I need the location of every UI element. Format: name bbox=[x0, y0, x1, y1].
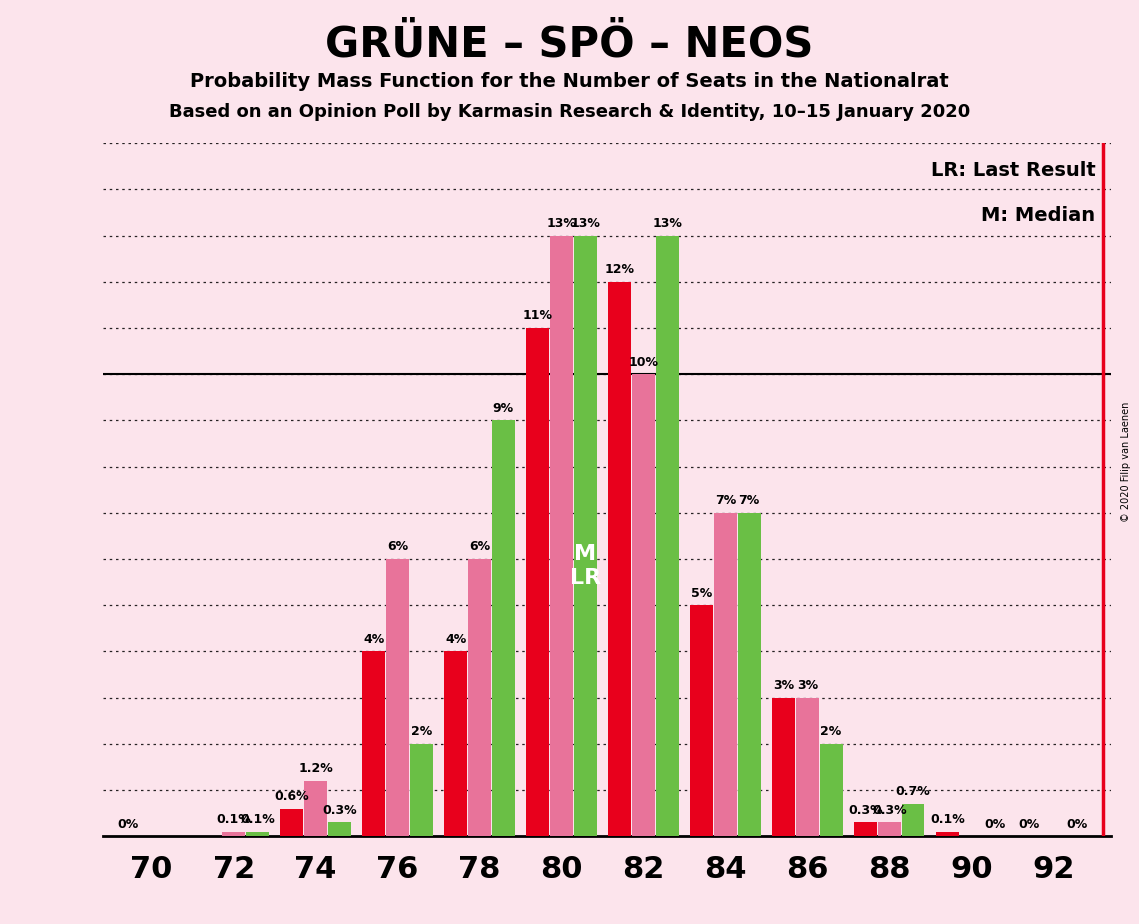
Bar bbox=[526, 328, 549, 836]
Text: 4%: 4% bbox=[363, 633, 384, 646]
Bar bbox=[328, 822, 351, 836]
Text: 0.6%: 0.6% bbox=[274, 790, 309, 803]
Text: 6%: 6% bbox=[469, 541, 490, 553]
Text: 0.1%: 0.1% bbox=[216, 813, 251, 826]
Bar bbox=[714, 513, 737, 836]
Bar bbox=[690, 605, 713, 836]
Text: LR: Last Result: LR: Last Result bbox=[931, 161, 1096, 179]
Bar bbox=[738, 513, 761, 836]
Text: 13%: 13% bbox=[547, 217, 576, 230]
Text: 0%: 0% bbox=[984, 818, 1006, 831]
Bar bbox=[878, 822, 901, 836]
Bar bbox=[632, 374, 655, 836]
Text: 0%: 0% bbox=[117, 818, 139, 831]
Bar bbox=[492, 420, 515, 836]
Bar bbox=[902, 804, 925, 836]
Text: 2%: 2% bbox=[411, 725, 432, 738]
Text: Probability Mass Function for the Number of Seats in the Nationalrat: Probability Mass Function for the Number… bbox=[190, 72, 949, 91]
Text: M: Median: M: Median bbox=[982, 206, 1096, 225]
Text: 12%: 12% bbox=[605, 263, 634, 276]
Text: 7%: 7% bbox=[715, 494, 736, 507]
Text: 13%: 13% bbox=[653, 217, 682, 230]
Text: 3%: 3% bbox=[797, 679, 818, 692]
Text: © 2020 Filip van Laenen: © 2020 Filip van Laenen bbox=[1121, 402, 1131, 522]
Text: 7%: 7% bbox=[738, 494, 760, 507]
Text: 9%: 9% bbox=[493, 402, 514, 415]
Text: 13%: 13% bbox=[571, 217, 600, 230]
Text: 11%: 11% bbox=[523, 310, 552, 322]
Bar bbox=[304, 781, 327, 836]
Text: GRÜNE – SPÖ – NEOS: GRÜNE – SPÖ – NEOS bbox=[326, 23, 813, 65]
Bar bbox=[820, 744, 843, 836]
Bar bbox=[656, 236, 679, 836]
Bar bbox=[772, 698, 795, 836]
Text: 0.3%: 0.3% bbox=[322, 804, 357, 817]
Text: 0%: 0% bbox=[1018, 818, 1040, 831]
Text: 1.2%: 1.2% bbox=[298, 762, 333, 775]
Bar bbox=[936, 832, 959, 836]
Bar bbox=[386, 559, 409, 836]
Text: 5%: 5% bbox=[691, 587, 712, 600]
Text: 0.1%: 0.1% bbox=[931, 813, 965, 826]
Bar bbox=[410, 744, 433, 836]
Text: 10%: 10% bbox=[629, 356, 658, 369]
Bar bbox=[550, 236, 573, 836]
Bar bbox=[468, 559, 491, 836]
Bar bbox=[796, 698, 819, 836]
Text: 6%: 6% bbox=[387, 541, 408, 553]
Bar bbox=[280, 808, 303, 836]
Text: M
LR: M LR bbox=[570, 544, 600, 588]
Bar bbox=[574, 236, 597, 836]
Bar bbox=[246, 832, 269, 836]
Text: 0.7%: 0.7% bbox=[895, 785, 931, 798]
Text: 0.3%: 0.3% bbox=[872, 804, 907, 817]
Bar bbox=[608, 282, 631, 836]
Bar bbox=[854, 822, 877, 836]
Text: 4%: 4% bbox=[445, 633, 466, 646]
Text: 0.1%: 0.1% bbox=[240, 813, 274, 826]
Bar bbox=[444, 651, 467, 836]
Bar bbox=[362, 651, 385, 836]
Bar bbox=[222, 832, 245, 836]
Text: 0.3%: 0.3% bbox=[849, 804, 883, 817]
Text: 3%: 3% bbox=[773, 679, 794, 692]
Text: 0%: 0% bbox=[1066, 818, 1088, 831]
Text: Based on an Opinion Poll by Karmasin Research & Identity, 10–15 January 2020: Based on an Opinion Poll by Karmasin Res… bbox=[169, 103, 970, 121]
Text: 2%: 2% bbox=[820, 725, 842, 738]
